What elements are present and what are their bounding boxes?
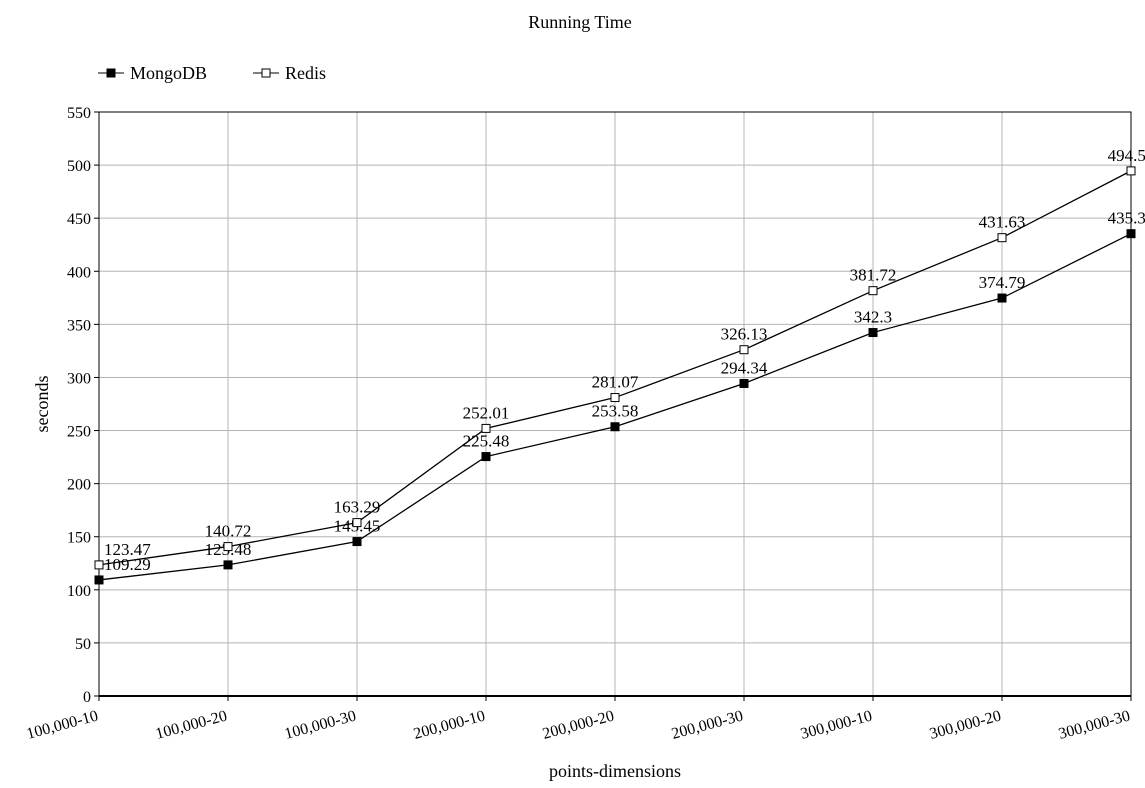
chart-title: Running Time xyxy=(528,12,632,32)
value-label: 225.48 xyxy=(463,432,510,451)
point-marker xyxy=(352,537,362,547)
x-tick-label: 200,000-20 xyxy=(541,707,616,742)
point-marker xyxy=(481,423,491,433)
legend-label: Redis xyxy=(285,63,326,83)
legend-label: MongoDB xyxy=(130,63,207,83)
value-label: 431.63 xyxy=(979,213,1026,232)
x-tick-label: 200,000-10 xyxy=(412,707,487,742)
point-marker xyxy=(1126,166,1136,176)
x-tick-label: 100,000-20 xyxy=(154,707,229,742)
point-marker xyxy=(868,286,878,296)
value-label: 294.34 xyxy=(721,358,768,377)
y-axis-label: seconds xyxy=(32,376,52,433)
value-label: 381.72 xyxy=(850,266,897,285)
value-label: 140.72 xyxy=(205,522,252,541)
y-tick-label: 100 xyxy=(67,583,91,600)
x-tick-label: 200,000-30 xyxy=(670,707,745,742)
point-marker xyxy=(610,422,620,432)
point-marker xyxy=(739,345,749,355)
value-label: 253.58 xyxy=(592,402,639,421)
point-marker xyxy=(997,293,1007,303)
plot: 109.29123.48145.45225.48253.58294.34342.… xyxy=(94,146,1145,585)
value-label: 252.01 xyxy=(463,403,510,422)
point-marker xyxy=(352,518,362,528)
point-marker xyxy=(481,452,491,462)
value-label: 326.13 xyxy=(721,325,768,344)
x-tick-label: 300,000-30 xyxy=(1057,707,1132,742)
y-tick-label: 250 xyxy=(67,424,91,441)
y-tick-label: 50 xyxy=(75,636,91,653)
x-tick-label: 300,000-20 xyxy=(928,707,1003,742)
value-label: 123.47 xyxy=(104,540,151,559)
value-label: 163.29 xyxy=(334,498,381,517)
y-tick-label: 500 xyxy=(67,158,91,175)
y-tick-label: 400 xyxy=(67,264,91,281)
point-marker xyxy=(223,560,233,570)
point-marker xyxy=(1126,229,1136,239)
point-marker xyxy=(94,560,104,570)
y-tick-label: 300 xyxy=(67,370,91,387)
value-label: 374.79 xyxy=(979,273,1026,292)
point-marker xyxy=(94,575,104,585)
value-label: 342.3 xyxy=(854,308,892,327)
value-label: 494.55 xyxy=(1108,146,1145,165)
value-label: 281.07 xyxy=(592,373,639,392)
legend-marker xyxy=(106,68,116,78)
point-marker xyxy=(739,378,749,388)
x-tick-label: 300,000-10 xyxy=(799,707,874,742)
point-marker xyxy=(868,328,878,338)
grid: 0 50 100 150 200 250 300 350 400 450 500 550 100,000… xyxy=(25,105,1132,743)
point-marker xyxy=(997,233,1007,243)
y-tick-label: 550 xyxy=(67,105,91,122)
legend-marker xyxy=(261,68,271,78)
x-tick-label: 100,000-10 xyxy=(25,707,100,742)
value-label: 435.39 xyxy=(1108,209,1145,228)
y-tick-label: 0 xyxy=(83,689,91,706)
y-tick-label: 350 xyxy=(67,317,91,334)
y-tick-label: 150 xyxy=(67,530,91,547)
x-tick-label: 100,000-30 xyxy=(283,707,358,742)
x-axis-label: points-dimensions xyxy=(549,761,681,781)
point-marker xyxy=(223,542,233,552)
y-tick-label: 200 xyxy=(67,477,91,494)
point-marker xyxy=(610,393,620,403)
value-label: 109.29 xyxy=(104,555,151,574)
y-tick-label: 450 xyxy=(67,211,91,228)
